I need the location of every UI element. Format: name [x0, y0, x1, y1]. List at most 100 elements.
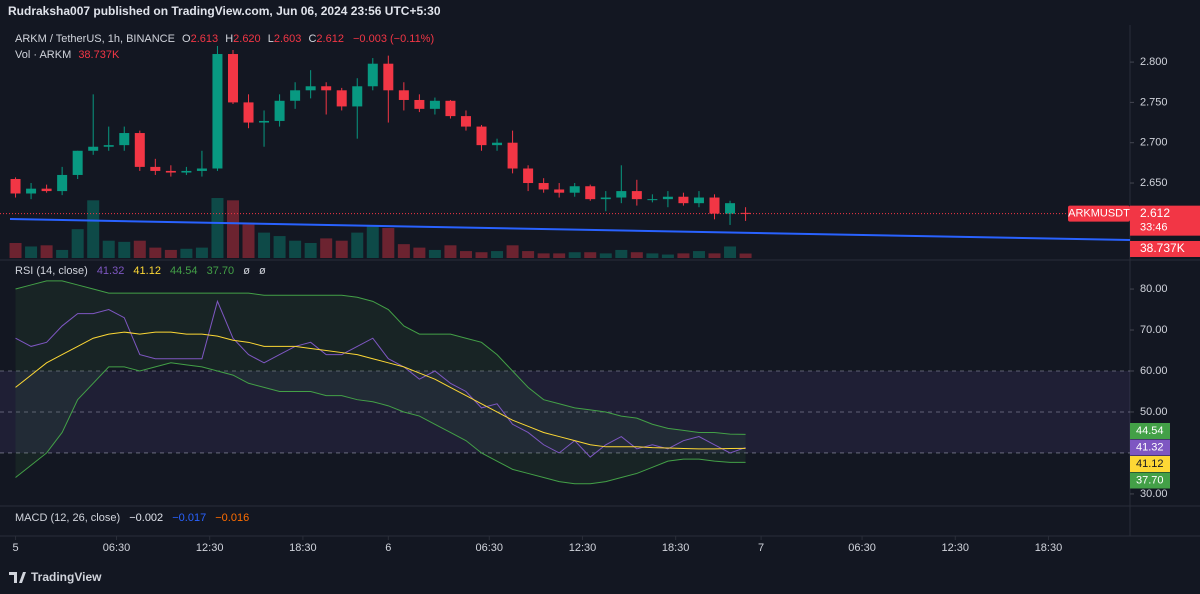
logo-icon — [9, 572, 26, 583]
y-tick-label: 2.750 — [1140, 96, 1168, 108]
volume-bar — [382, 228, 395, 258]
rsi-tag-label: 41.12 — [1136, 458, 1164, 470]
x-tick-label: 12:30 — [196, 542, 224, 554]
legend-rsi: RSI (14, close) 41.32 41.12 44.54 37.70 … — [15, 265, 266, 277]
volume-bar — [289, 240, 302, 258]
candle-body — [398, 90, 409, 100]
candle-body — [165, 170, 176, 173]
candle-body — [414, 99, 425, 109]
volume-bar — [226, 200, 239, 258]
candle-body — [693, 197, 704, 204]
candle-body — [10, 178, 21, 194]
volume-bar — [506, 245, 519, 258]
candle-body — [585, 186, 596, 200]
macd-value: −0.002 — [129, 512, 163, 524]
candle-body — [41, 188, 52, 192]
volume-bar — [258, 232, 271, 258]
volume-bar — [428, 249, 441, 258]
volume-bar — [335, 240, 348, 258]
symbol: ARKM / TetherUS, 1h, BINANCE — [15, 33, 175, 45]
volume-bar — [739, 253, 752, 258]
l-label: L — [268, 33, 274, 45]
c-value: 2.612 — [316, 33, 344, 45]
rsi-tag — [1130, 472, 1170, 489]
series-line — [15, 331, 746, 450]
rsi-value: 41.32 — [97, 265, 125, 277]
volume-bar — [195, 247, 208, 258]
x-tick-label: 06:30 — [103, 542, 131, 554]
o-value: 2.613 — [191, 33, 219, 45]
price-tag-label: 2.612 — [1140, 206, 1170, 220]
candle-body — [725, 203, 736, 214]
candle-body — [554, 189, 565, 193]
volume-bar — [397, 244, 410, 258]
volume-bar — [475, 252, 488, 258]
candle-body — [538, 183, 549, 190]
o-label: O — [182, 33, 191, 45]
candle-body — [150, 166, 161, 171]
volume-bar — [9, 243, 22, 258]
volume-bar — [491, 251, 504, 258]
x-tick-label: 12:30 — [941, 542, 969, 554]
volume-bar — [692, 251, 705, 258]
candle-body — [569, 186, 580, 193]
volume-bar — [87, 200, 100, 258]
bollinger-fill — [15, 280, 746, 484]
volume-bar — [304, 243, 317, 258]
footer-logo: TradingView — [9, 570, 102, 584]
rsi-tag-label: 37.70 — [1136, 474, 1164, 486]
symbol-tag-label: ARKMUSDT — [1068, 208, 1130, 220]
candle-body — [460, 116, 471, 127]
candle-body — [259, 120, 270, 123]
candle-body — [740, 212, 751, 214]
volume-bar — [522, 251, 535, 258]
candle-body — [600, 197, 611, 200]
series-line — [15, 362, 746, 485]
h-label: H — [225, 33, 233, 45]
y-tick-label: 2.700 — [1140, 137, 1168, 149]
footer-text: TradingView — [31, 570, 102, 584]
lower-value: 37.70 — [207, 265, 235, 277]
legend-macd: MACD (12, 26, close) −0.002 −0.017 −0.01… — [15, 512, 249, 524]
candle-body — [321, 86, 332, 91]
volume-bar — [273, 236, 286, 258]
rsi-tag-label: 44.54 — [1136, 425, 1164, 437]
volume-bar — [724, 246, 737, 258]
x-tick-label: 7 — [758, 542, 764, 554]
y-tick-label: 30.00 — [1140, 488, 1168, 500]
x-tick-label: 12:30 — [569, 542, 597, 554]
candle-body — [647, 199, 658, 201]
candle-body — [305, 86, 316, 91]
candle-body — [445, 100, 456, 117]
extra: ø — [259, 265, 266, 277]
candle-body — [492, 142, 503, 146]
y-tick-label: 80.00 — [1140, 283, 1168, 295]
volume-bar — [118, 241, 131, 258]
x-tick-label: 18:30 — [289, 542, 317, 554]
volume-bar — [568, 252, 581, 258]
price-tag — [1130, 205, 1200, 236]
rsi-tag — [1130, 456, 1170, 472]
series-line — [15, 280, 746, 435]
volume-bar — [71, 229, 84, 258]
h-value: 2.620 — [233, 33, 261, 45]
histogram-value: −0.016 — [215, 512, 249, 524]
candle-body — [72, 150, 83, 175]
volume-bar — [537, 253, 550, 258]
candle-body — [383, 63, 394, 91]
candle-body — [243, 102, 254, 123]
volume-bar — [320, 238, 333, 258]
candle-body — [476, 126, 487, 146]
legend-volume: Vol · ARKM 38.737K — [15, 49, 120, 61]
candle-body — [57, 174, 68, 192]
candle-body — [88, 146, 99, 151]
volume-bar — [615, 249, 628, 258]
countdown: 33:46 — [1140, 222, 1168, 234]
candle-body — [119, 133, 130, 146]
series-line — [15, 299, 746, 458]
candle-body — [212, 54, 223, 169]
l-value: 2.603 — [274, 33, 302, 45]
c-label: C — [308, 33, 316, 45]
signal-value: −0.017 — [172, 512, 206, 524]
volume-bar — [164, 249, 177, 258]
